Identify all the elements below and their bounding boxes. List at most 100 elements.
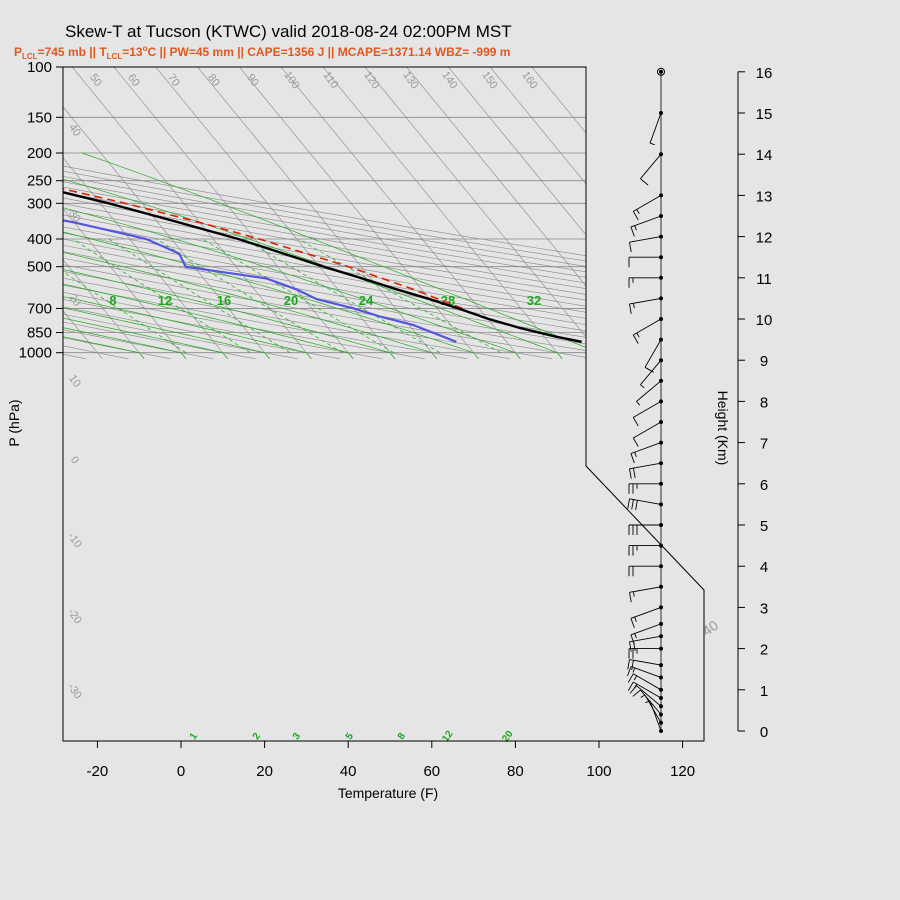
wind-barb-half xyxy=(634,616,637,622)
isotherm-label-left: 10 xyxy=(66,373,83,390)
isotherm-line xyxy=(0,61,19,359)
y-tick-label: 300 xyxy=(27,195,52,212)
wind-barb-staff xyxy=(633,401,662,418)
moist-adiabat-line xyxy=(63,251,438,360)
dry-adiabat-line xyxy=(63,337,171,360)
wind-barb-flag xyxy=(629,592,632,603)
wind-barb-flag xyxy=(627,673,634,683)
mixing-ratio-label: 3 xyxy=(291,731,303,742)
wind-barb-flag xyxy=(627,498,630,509)
dry-adiabat-line xyxy=(63,220,704,332)
y-axis: 100 150 200 250 300 400 500 700 850 1000 xyxy=(19,59,63,362)
moist-adiabat-line xyxy=(81,152,605,360)
moist-adiabat-label: 8 xyxy=(109,293,116,308)
dry-adiabat-line xyxy=(63,197,704,308)
x-axis: -20 0 20 40 60 80 100 120 xyxy=(87,740,695,780)
y-tick-label: 1000 xyxy=(19,345,52,362)
mixing-ratio-line xyxy=(156,238,343,354)
moist-adiabat-label: 20 xyxy=(284,293,298,308)
dry-adiabat-line xyxy=(63,321,256,360)
dry-adiabat-line xyxy=(63,313,298,360)
wind-barb-half xyxy=(632,303,635,309)
wind-barb-flag xyxy=(632,211,639,221)
moist-adiabat-line xyxy=(63,317,229,360)
adiabat-labels: 8 12 16 20 24 28 321 2 3 5 8 12 20 xyxy=(109,293,541,744)
wind-barb-staff xyxy=(636,685,662,707)
height-tick-label: 8 xyxy=(760,394,768,411)
wind-barb-half xyxy=(636,209,640,214)
dry-adiabat-line xyxy=(63,203,704,314)
dry-adiabat-line xyxy=(63,306,341,360)
wind-barb-staff xyxy=(630,623,662,636)
isotherm-label-left: 20 xyxy=(66,292,83,309)
wind-barb-staff xyxy=(633,318,662,336)
dry-adiabat-line xyxy=(63,214,704,325)
isotherm-line xyxy=(238,67,479,359)
wind-barb-staff xyxy=(633,681,662,699)
wind-barb-staff xyxy=(640,359,662,386)
wind-point xyxy=(659,69,663,74)
chart-title: Skew-T at Tucson (KTWC) valid 2018-08-24… xyxy=(65,22,512,41)
height-tick-label: 15 xyxy=(756,106,773,123)
wind-barb-flag xyxy=(630,618,635,628)
height-tick-label: 9 xyxy=(760,353,768,370)
wind-barb-staff xyxy=(630,606,662,619)
x-tick-label: 60 xyxy=(423,763,440,780)
wind-barb-staff xyxy=(649,700,662,732)
height-tick-label: 5 xyxy=(760,518,768,535)
isotherm-line xyxy=(113,67,354,359)
height-tick-label: 14 xyxy=(756,147,773,164)
y-tick-label: 400 xyxy=(27,231,52,248)
wind-barb-staff xyxy=(630,442,662,454)
wind-barb-staff xyxy=(636,380,662,402)
dry-adiabat-line xyxy=(63,277,510,360)
dewpoint-line xyxy=(63,219,457,343)
moist-adiabat-line xyxy=(63,207,521,360)
mixing-ratio-label: 5 xyxy=(344,731,356,742)
wind-barb-flag xyxy=(630,226,635,237)
wind-barb-half xyxy=(634,225,637,231)
mixing-ratio-line xyxy=(63,271,187,353)
wind-barb-half xyxy=(633,683,638,689)
dry-adiabat-line xyxy=(0,67,1,359)
y-tick-label: 200 xyxy=(27,145,52,162)
height-tick-label: 6 xyxy=(760,477,768,494)
wind-barb-half xyxy=(633,675,638,681)
x-tick-label: 100 xyxy=(586,763,611,780)
dry-adiabat-line xyxy=(63,170,704,280)
isotherm-line xyxy=(322,67,563,359)
wind-barb-flag xyxy=(631,499,634,510)
isotherm-label-left: 0 xyxy=(68,454,81,466)
wind-barb-half xyxy=(636,332,640,338)
calm-circle xyxy=(657,67,665,76)
isotherm-label-left: 30 xyxy=(66,208,83,225)
mixing-ratio-label: 2 xyxy=(251,731,263,742)
moist-adiabat-line xyxy=(63,231,479,360)
parcel-path-line xyxy=(63,188,463,310)
wind-barb-flag xyxy=(631,660,634,671)
isotherm-label-top: 80 xyxy=(205,72,222,89)
y-tick-label: 850 xyxy=(27,325,52,342)
isotherm-line xyxy=(63,208,187,359)
wind-barb-staff xyxy=(649,112,662,144)
wind-barb-flag xyxy=(627,681,634,691)
height-tick-label: 0 xyxy=(760,724,768,741)
wind-barb-flag xyxy=(632,417,639,427)
wind-barbs xyxy=(627,67,665,733)
x-axis-label: Temperature (F) xyxy=(338,785,438,801)
height-tick-label: 2 xyxy=(760,642,768,659)
plot-border xyxy=(62,66,705,742)
wind-barb-flag xyxy=(630,634,635,645)
dry-adiabat-line xyxy=(63,299,383,360)
mixing-ratio-line xyxy=(202,238,394,354)
wind-barb-half xyxy=(640,694,646,698)
moist-adiabat-label: 12 xyxy=(158,293,172,308)
wind-barb-flag xyxy=(627,666,632,677)
wind-barb-staff xyxy=(633,195,662,212)
moist-adiabat-line xyxy=(63,269,396,360)
wind-barb-staff xyxy=(629,659,662,666)
height-tick-label: 1 xyxy=(760,683,768,700)
wind-barb-flag xyxy=(629,303,632,314)
